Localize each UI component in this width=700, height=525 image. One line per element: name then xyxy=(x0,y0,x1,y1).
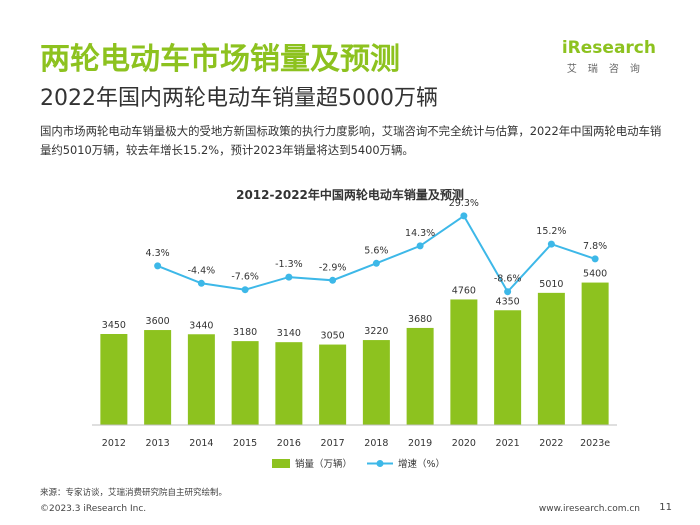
x-tick-2022: 2022 xyxy=(539,438,563,449)
x-tick-2017: 2017 xyxy=(321,438,345,449)
website-link[interactable]: www.iresearch.com.cn xyxy=(538,504,640,514)
growth-label-2015: -7.6% xyxy=(231,272,259,283)
growth-label-2019: 14.3% xyxy=(405,228,435,239)
source-note: 来源：专家访谈，艾瑞消费研究院自主研究绘制。 xyxy=(40,488,228,498)
bar-2017 xyxy=(319,344,347,425)
logo-text: iResearch xyxy=(561,38,656,58)
bar-2014 xyxy=(187,334,215,425)
chart-title: 2012-2022年中国两轮电动车销量及预测 xyxy=(236,187,464,202)
bar-label-2022: 5010 xyxy=(539,279,563,290)
bar-label-2016: 3140 xyxy=(277,328,301,339)
x-tick-2012: 2012 xyxy=(102,438,126,449)
x-tick-2023e: 2023e xyxy=(580,438,610,449)
bar-2021 xyxy=(494,310,522,425)
bar-label-2014: 3440 xyxy=(189,320,213,331)
growth-point-2014 xyxy=(197,279,205,287)
bar-label-2018: 3220 xyxy=(364,326,388,337)
page-title: 两轮电动车市场销量及预测 xyxy=(40,42,400,77)
bar-label-2017: 3050 xyxy=(321,331,345,342)
bar-2018 xyxy=(362,340,390,425)
growth-point-2023e xyxy=(591,255,599,263)
growth-point-2021 xyxy=(504,288,512,296)
bar-2012 xyxy=(100,334,128,425)
x-tick-2021: 2021 xyxy=(496,438,520,449)
growth-point-2016 xyxy=(285,273,293,281)
bar-label-2019: 3680 xyxy=(408,314,432,325)
bar-2019 xyxy=(406,327,434,425)
x-tick-2019: 2019 xyxy=(408,438,432,449)
x-tick-2018: 2018 xyxy=(364,438,388,449)
legend-line-label: 增速（%） xyxy=(398,458,445,470)
growth-label-2021: -8.6% xyxy=(494,274,522,285)
growth-label-2014: -4.4% xyxy=(188,265,216,276)
growth-point-2017 xyxy=(329,276,337,284)
growth-label-2017: -2.9% xyxy=(319,262,347,273)
page-subtitle: 2022年国内两轮电动车销量超5000万辆 xyxy=(40,86,438,111)
bar-2022 xyxy=(537,292,565,425)
bar-2016 xyxy=(275,342,303,425)
growth-point-2013 xyxy=(154,262,162,270)
x-tick-2015: 2015 xyxy=(233,438,257,449)
bar-2013 xyxy=(144,330,172,425)
growth-point-2015 xyxy=(241,286,249,294)
growth-label-2018: 5.6% xyxy=(364,245,388,256)
growth-point-2019 xyxy=(416,242,424,250)
logo-chinese: 艾瑞咨询 xyxy=(566,64,651,75)
growth-point-2020 xyxy=(460,212,468,220)
legend-line-marker xyxy=(376,460,384,467)
growth-label-2020: 29.3% xyxy=(449,198,479,209)
bar-label-2012: 3450 xyxy=(102,320,126,331)
bar-2020 xyxy=(450,299,478,425)
bar-2015 xyxy=(231,341,259,425)
iresearch-logo: iResearch 艾瑞咨询 xyxy=(562,38,656,75)
growth-label-2016: -1.3% xyxy=(275,259,303,270)
x-tick-2016: 2016 xyxy=(277,438,301,449)
legend-bar-swatch xyxy=(272,459,290,468)
growth-point-2018 xyxy=(372,259,380,267)
description-text: 国内市场两轮电动车销量极大的受地方新国标政策的执行力度影响，艾瑞咨询不完全统计与… xyxy=(40,124,662,157)
copyright: ©2023.3 iResearch Inc. xyxy=(40,504,147,514)
growth-label-2013: 4.3% xyxy=(146,248,170,259)
growth-label-2022: 15.2% xyxy=(536,226,566,237)
bar-label-2021: 4350 xyxy=(496,296,520,307)
growth-point-2022 xyxy=(547,240,555,248)
bar-label-2020: 4760 xyxy=(452,285,476,296)
bar-label-2013: 3600 xyxy=(146,316,170,327)
x-tick-2014: 2014 xyxy=(189,438,213,449)
x-tick-2020: 2020 xyxy=(452,438,476,449)
x-tick-2013: 2013 xyxy=(146,438,170,449)
growth-label-2023e: 7.8% xyxy=(583,241,607,252)
bar-label-2023e: 5400 xyxy=(583,269,607,280)
bar-label-2015: 3180 xyxy=(233,327,257,338)
bar-2023e xyxy=(581,282,609,425)
page-number: 11 xyxy=(659,502,672,513)
legend-bar-label: 销量（万辆） xyxy=(295,458,352,470)
